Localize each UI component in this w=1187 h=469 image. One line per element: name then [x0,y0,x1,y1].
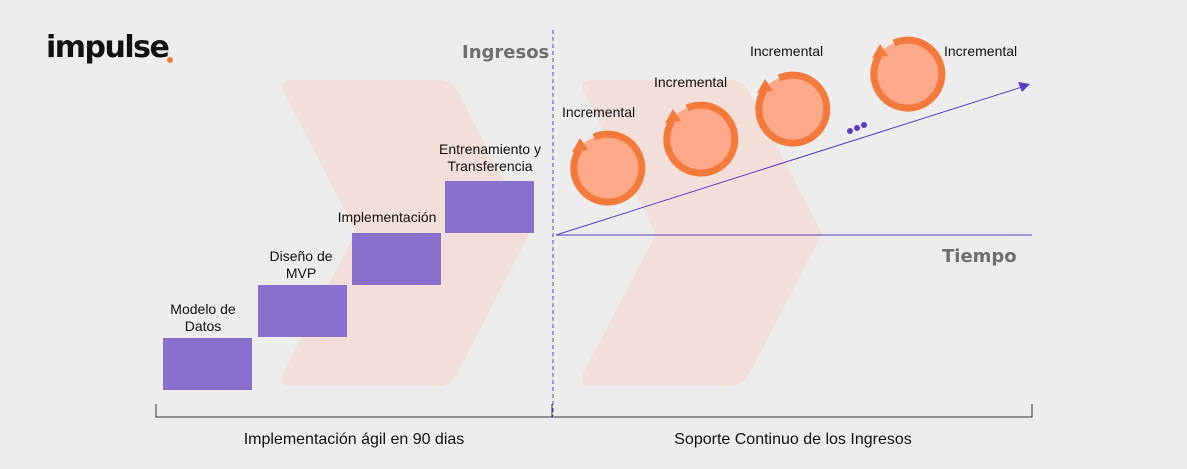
step-label-4: Entrenamiento y Transferencia [439,141,541,174]
step-label-2: Diseño de MVP [269,248,333,281]
incremental-label-2: Incremental [654,74,728,90]
incremental-cycle-3 [755,71,831,147]
step-label-3: Implementación [337,209,437,225]
footer-left-label: Implementación ágil en 90 dias [243,431,465,448]
y-axis-label: Ingresos [462,42,550,63]
footer-right-label: Soporte Continuo de los Ingresos [674,431,912,448]
logo-dot [167,57,173,63]
incremental-label-3: Incremental [750,43,824,59]
step-block-2 [258,285,347,337]
step-label-1: Modelo de Datos [170,301,236,334]
incremental-cycle-1 [570,130,646,206]
growth-arrow-line [555,86,1023,236]
impulse-logo: impulse [46,30,170,65]
step-block-1 [163,338,252,390]
x-axis-label: Tiempo [942,246,1017,267]
incremental-cycle-4 [870,36,946,112]
incremental-label-4: Incremental [944,43,1018,59]
incremental-label-1: Incremental [562,104,636,120]
incremental-cycle-2 [663,101,739,177]
bracket-left [155,404,553,418]
growth-arrow-head [1018,82,1030,92]
step-block-4 [445,181,534,233]
step-block-3 [352,233,441,285]
bracket-right [554,404,1033,418]
three-dots-icon [847,122,867,134]
